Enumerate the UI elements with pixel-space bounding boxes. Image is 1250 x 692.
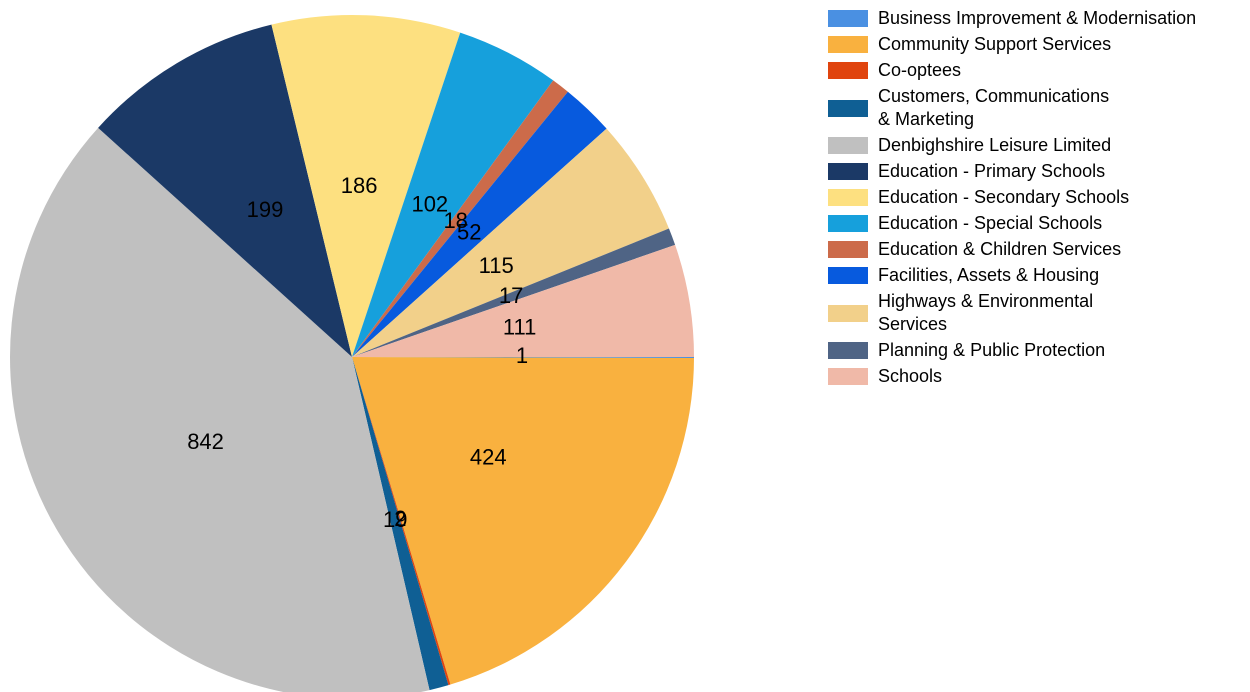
data-label: 199 — [247, 197, 284, 222]
data-label: 18 — [443, 208, 467, 233]
data-label: 115 — [479, 253, 514, 278]
data-label: 17 — [499, 283, 523, 308]
pie-slice — [352, 357, 694, 359]
data-label: 1 — [516, 343, 528, 368]
pie-slice — [352, 91, 607, 357]
legend-swatch — [828, 304, 868, 322]
legend-swatch — [828, 241, 868, 258]
legend-swatch — [828, 368, 868, 385]
legend-swatch — [828, 267, 868, 284]
pie-slice — [10, 127, 430, 692]
legend-swatch — [828, 62, 868, 79]
pie-slice — [352, 244, 694, 357]
legend-item: Planning & Public Protection — [828, 339, 1196, 362]
pie-slice — [271, 14, 461, 357]
data-label: 52 — [457, 220, 481, 245]
legend-item: Co-optees — [828, 59, 1196, 82]
legend-label: Denbighshire Leisure Limited — [878, 135, 1112, 155]
legend-label: Co-optees — [878, 60, 962, 80]
legend-swatch — [828, 99, 868, 117]
legend: Business Improvement & Modernisation Comm… — [828, 7, 1196, 391]
legend-label: Education - Secondary Schools — [878, 187, 1130, 207]
legend-label: Customers, Communications & Marketing — [878, 86, 1110, 129]
legend-item: Education - Primary Schools — [828, 160, 1196, 183]
legend-item: Denbighshire Leisure Limited — [828, 134, 1196, 157]
legend-item: Community Support Services — [828, 33, 1196, 56]
legend-item: Education - Secondary Schools — [828, 186, 1196, 209]
legend-swatch — [828, 137, 868, 154]
pie-slice — [352, 357, 451, 686]
data-label: 111 — [503, 315, 536, 340]
legend-item: Business Improvement & Modernisation — [828, 7, 1196, 30]
legend-item: Customers, Communications & Marketing — [828, 85, 1196, 131]
data-label: 842 — [187, 429, 224, 454]
legend-item: Highways & Environmental Services — [828, 290, 1196, 336]
legend-label: Education - Special Schools — [878, 213, 1103, 233]
pie-slice — [352, 32, 554, 358]
legend-swatch — [828, 36, 868, 53]
legend-item: Schools — [828, 365, 1196, 388]
pie-slice — [352, 357, 449, 691]
legend-label: Highways & Environmental Services — [878, 291, 1094, 334]
legend-swatch — [828, 163, 868, 180]
legend-swatch — [828, 215, 868, 232]
data-label: 424 — [470, 444, 507, 469]
legend-item: Facilities, Assets & Housing — [828, 264, 1196, 287]
data-label: 186 — [341, 173, 378, 198]
legend-item: Education & Children Services — [828, 238, 1196, 261]
data-label: 102 — [411, 192, 448, 217]
legend-label: Facilities, Assets & Housing — [878, 265, 1100, 285]
legend-label: Schools — [878, 366, 943, 386]
data-label: 2 — [394, 506, 406, 531]
data-label: 19 — [383, 507, 407, 532]
legend-label: Education & Children Services — [878, 239, 1122, 259]
legend-item: Education - Special Schools — [828, 212, 1196, 235]
legend-label: Community Support Services — [878, 34, 1112, 54]
legend-label: Planning & Public Protection — [878, 340, 1106, 360]
legend-swatch — [828, 342, 868, 359]
pie-slice — [98, 24, 352, 357]
legend-label: Education - Primary Schools — [878, 161, 1106, 181]
pie-slice — [352, 128, 669, 357]
legend-swatch — [828, 10, 868, 27]
pie-slice — [352, 357, 694, 685]
legend-label: Business Improvement & Modernisation — [878, 8, 1197, 28]
legend-swatch — [828, 189, 868, 206]
pie-slice — [352, 80, 568, 357]
pie-slice — [352, 228, 676, 357]
